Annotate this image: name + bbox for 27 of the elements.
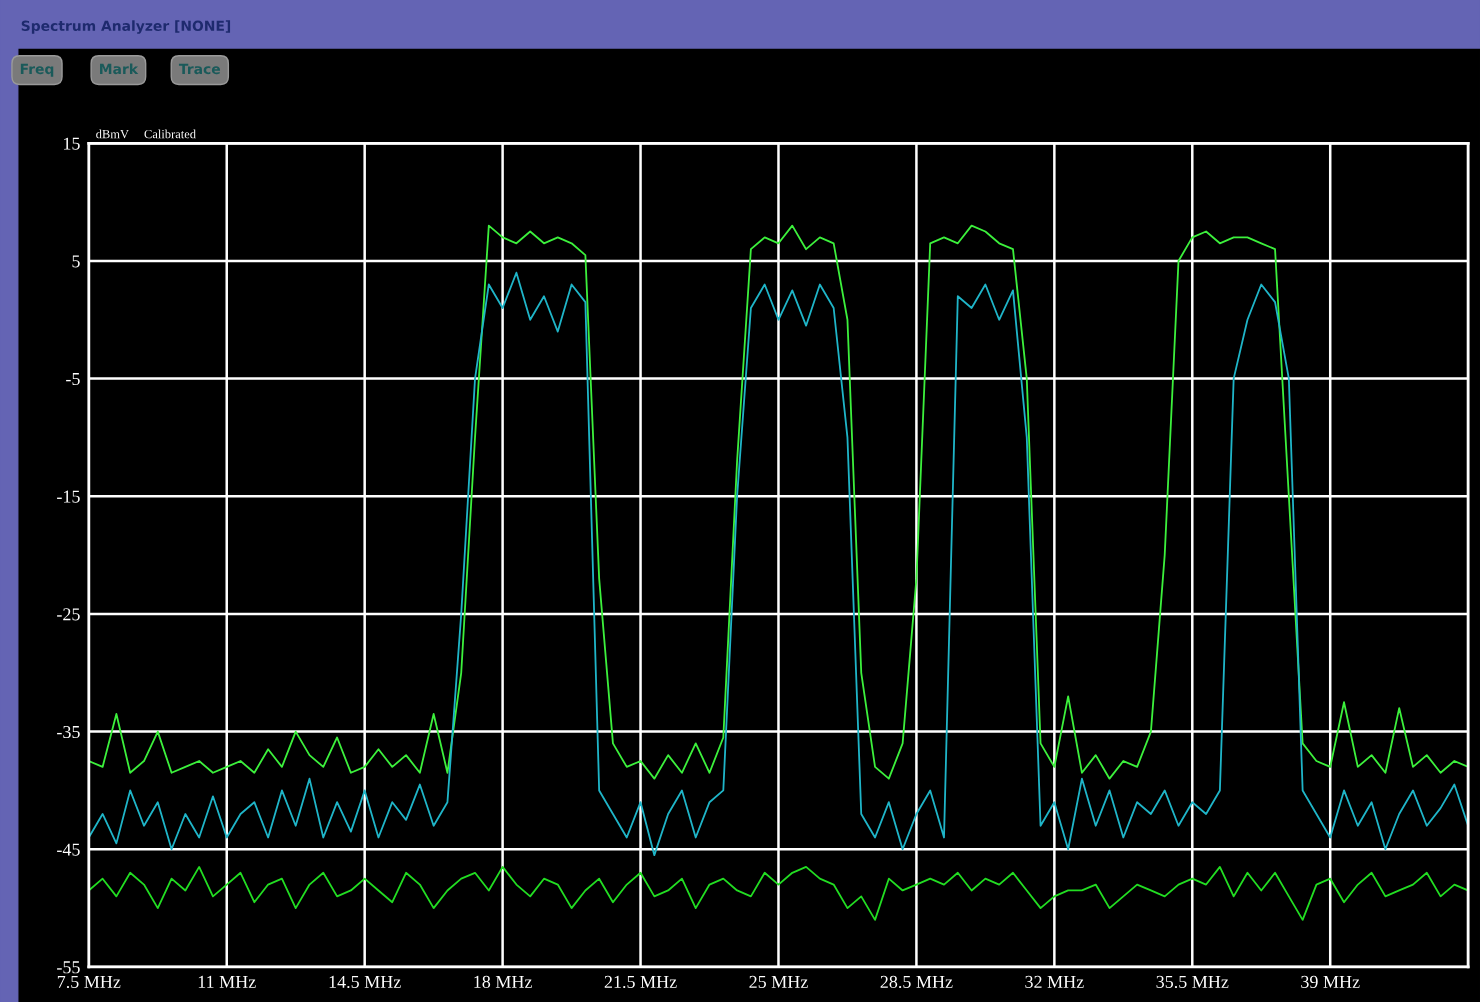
y-tick-label: -15 [57,490,80,503]
x-tick-label: 11 MHz [198,975,256,988]
y-tick-label: -35 [57,725,80,739]
x-tick-label: 39 MHz [1301,975,1360,988]
x-tick-label: 14.5 MHz [329,975,401,989]
text: Trace [178,63,221,75]
text: Freq [20,63,54,77]
text: Calibrated [144,129,196,139]
x-tick-label: 25 MHz [749,975,808,988]
y-axis-title: dBmV [96,129,129,139]
x-tick-label: 7.5 MHz [57,975,121,989]
x-tick-label: 18 MHz [474,975,532,988]
y-tick-label: -25 [57,608,80,621]
y-tick-label: -45 [57,843,80,856]
x-tick-label: 32 MHz [1025,975,1084,988]
x-tick-label: 21.5 MHz [604,975,677,989]
x-tick-label: 28.5 MHz [880,975,953,989]
text: Mark [100,63,139,75]
x-tick-label: 35.5 MHz [1156,975,1229,989]
y-tick-label: -55 [57,961,80,974]
y-tick-label: -5 [66,373,80,386]
chart-title: Spectrum Analyzer [NONE] [21,20,231,34]
y-tick-label: 5 [72,255,80,268]
line-series [88,224,1469,780]
line-series [88,271,1469,857]
y-tick-label: 15 [64,137,80,150]
line-series [88,866,1469,921]
